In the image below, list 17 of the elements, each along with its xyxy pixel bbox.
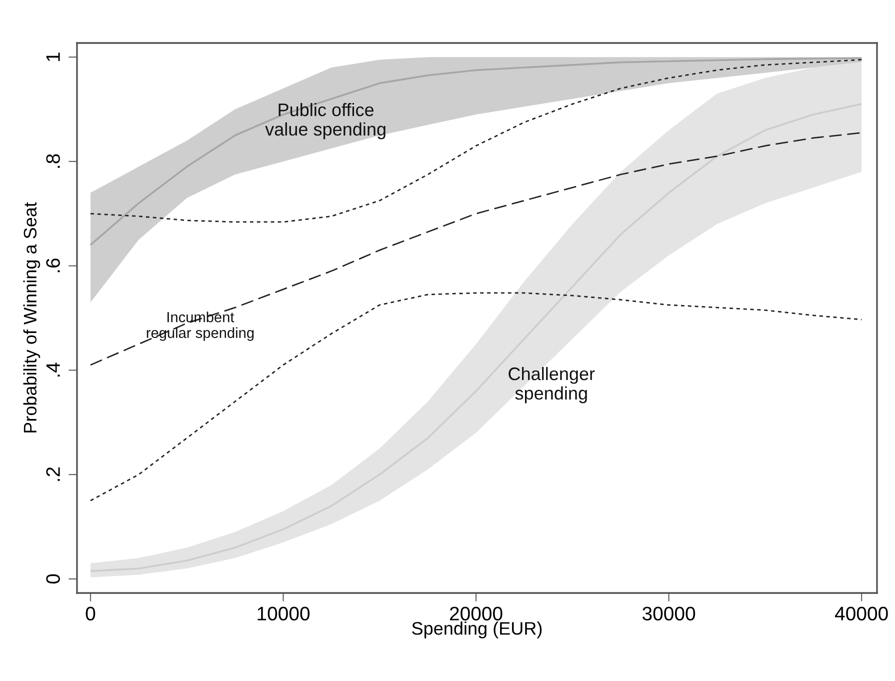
x-tick-label: 0 [86,606,96,620]
annotation: Challenger spending [508,366,595,404]
y-tick-label: .4 [46,362,60,377]
annotation: Public office value spending [265,102,386,140]
y-tick-label: .2 [46,467,60,481]
x-tick-label: 10000 [258,606,310,620]
x-tick-label: 30000 [642,606,696,620]
y-tick-label: 1 [46,52,60,62]
x-tick-label: 40000 [834,606,888,620]
y-tick-label: .6 [46,258,60,272]
x-axis-title: Spending (EUR) [412,622,542,638]
y-tick-label: .8 [46,154,60,168]
y-axis-title: Probability of Winning a Seat [23,202,40,432]
line-series [90,292,862,502]
y-tick-label: 0 [46,574,60,584]
annotation: Incumbent regular spending [146,312,254,341]
x-tick-label: 20000 [450,606,502,620]
